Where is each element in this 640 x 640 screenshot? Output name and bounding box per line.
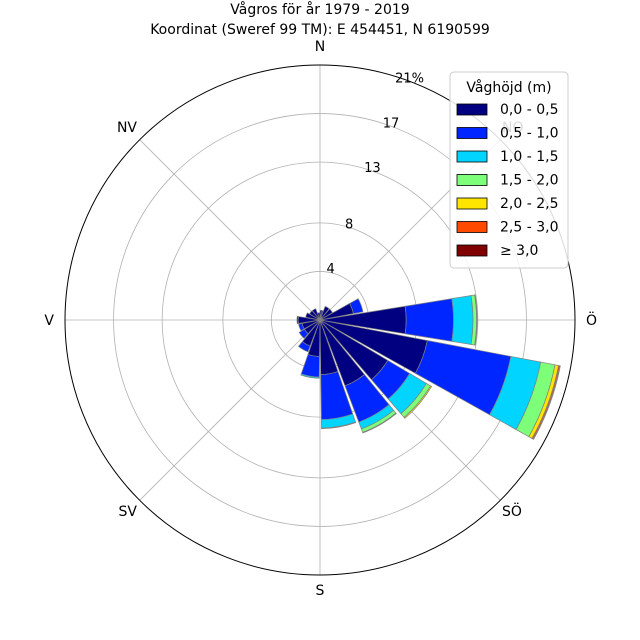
- rose-bar-segment: [311, 308, 321, 321]
- direction-label: NV: [117, 120, 137, 136]
- chart-title: Vågros för år 1979 - 2019: [230, 1, 409, 18]
- rose-bar-segment: [317, 312, 321, 321]
- legend-entry-label: 0,0 - 0,5: [500, 102, 558, 118]
- rose-bar-segment: [319, 305, 330, 321]
- legend: Våghöjd (m) 0,0 - 0,5 0,5 - 1,0 1,0 - 1,5 1…: [449, 71, 569, 269]
- legend-swatch: [456, 174, 488, 186]
- ring-label: 4: [326, 262, 334, 277]
- legend-swatch: [456, 103, 488, 116]
- rose-bar-segment: [403, 385, 433, 419]
- legend-swatch: [456, 221, 488, 233]
- ring-label: 17: [383, 116, 400, 131]
- direction-label: V: [44, 313, 54, 329]
- chart-subtitle: Koordinat (Sweref 99 TM): E 454451, N 61…: [150, 22, 490, 38]
- direction-label: SV: [119, 504, 138, 520]
- legend-entry-label: 2,5 - 3,0: [500, 220, 558, 236]
- rose-bar-segment: [300, 373, 320, 379]
- rose-bar-segment: [298, 328, 309, 339]
- direction-label: N: [315, 39, 325, 55]
- ring-label: 13: [364, 161, 381, 176]
- legend-swatch: [456, 244, 488, 257]
- rose-bar-segment: [298, 322, 305, 332]
- rose-bar-segment: [532, 365, 561, 440]
- rose-bar-segment: [349, 298, 364, 315]
- rose-bar-segment: [404, 298, 454, 342]
- rose-bars: [296, 294, 561, 440]
- rose-bar-segment: [321, 421, 357, 430]
- grid-ring: [64, 64, 576, 576]
- legend-box: [449, 71, 569, 269]
- legend-entry-label: 1,5 - 2,0: [500, 173, 558, 189]
- legend-entry-label: 2,0 - 2,5: [500, 196, 558, 212]
- grid-spoke: [139, 139, 321, 321]
- legend-entry-label: ≥ 3,0: [500, 243, 538, 259]
- rose-bar-segment: [362, 412, 397, 434]
- rose-bar-segment: [451, 295, 474, 345]
- direction-label: SÖ: [502, 502, 522, 520]
- ring-label: 21%: [395, 71, 424, 86]
- legend-entry-label: 1,0 - 1,5: [500, 149, 558, 165]
- rose-bar-segment: [319, 308, 334, 321]
- ring-labels: 4 8 13 17 21%: [326, 71, 424, 277]
- legend-swatch: [456, 127, 488, 139]
- grid-ring: [113, 113, 527, 527]
- direction-label: Ö: [586, 311, 597, 329]
- direction-label: S: [316, 583, 325, 599]
- legend-swatch: [456, 150, 488, 163]
- grid-spoke: [139, 319, 321, 501]
- rose-bar-segment: [298, 341, 311, 353]
- rose-bar-segment: [296, 315, 299, 325]
- ring-label: 8: [345, 217, 353, 232]
- rose-bar-segment: [300, 353, 320, 378]
- legend-title: Våghöjd (m): [466, 79, 551, 96]
- rose-bar-segment: [474, 294, 478, 346]
- legend-swatch: [456, 197, 488, 210]
- grid-ring: [161, 161, 479, 479]
- legend-entry-label: 0,5 - 1,0: [500, 126, 558, 142]
- polar-grid: [64, 64, 576, 576]
